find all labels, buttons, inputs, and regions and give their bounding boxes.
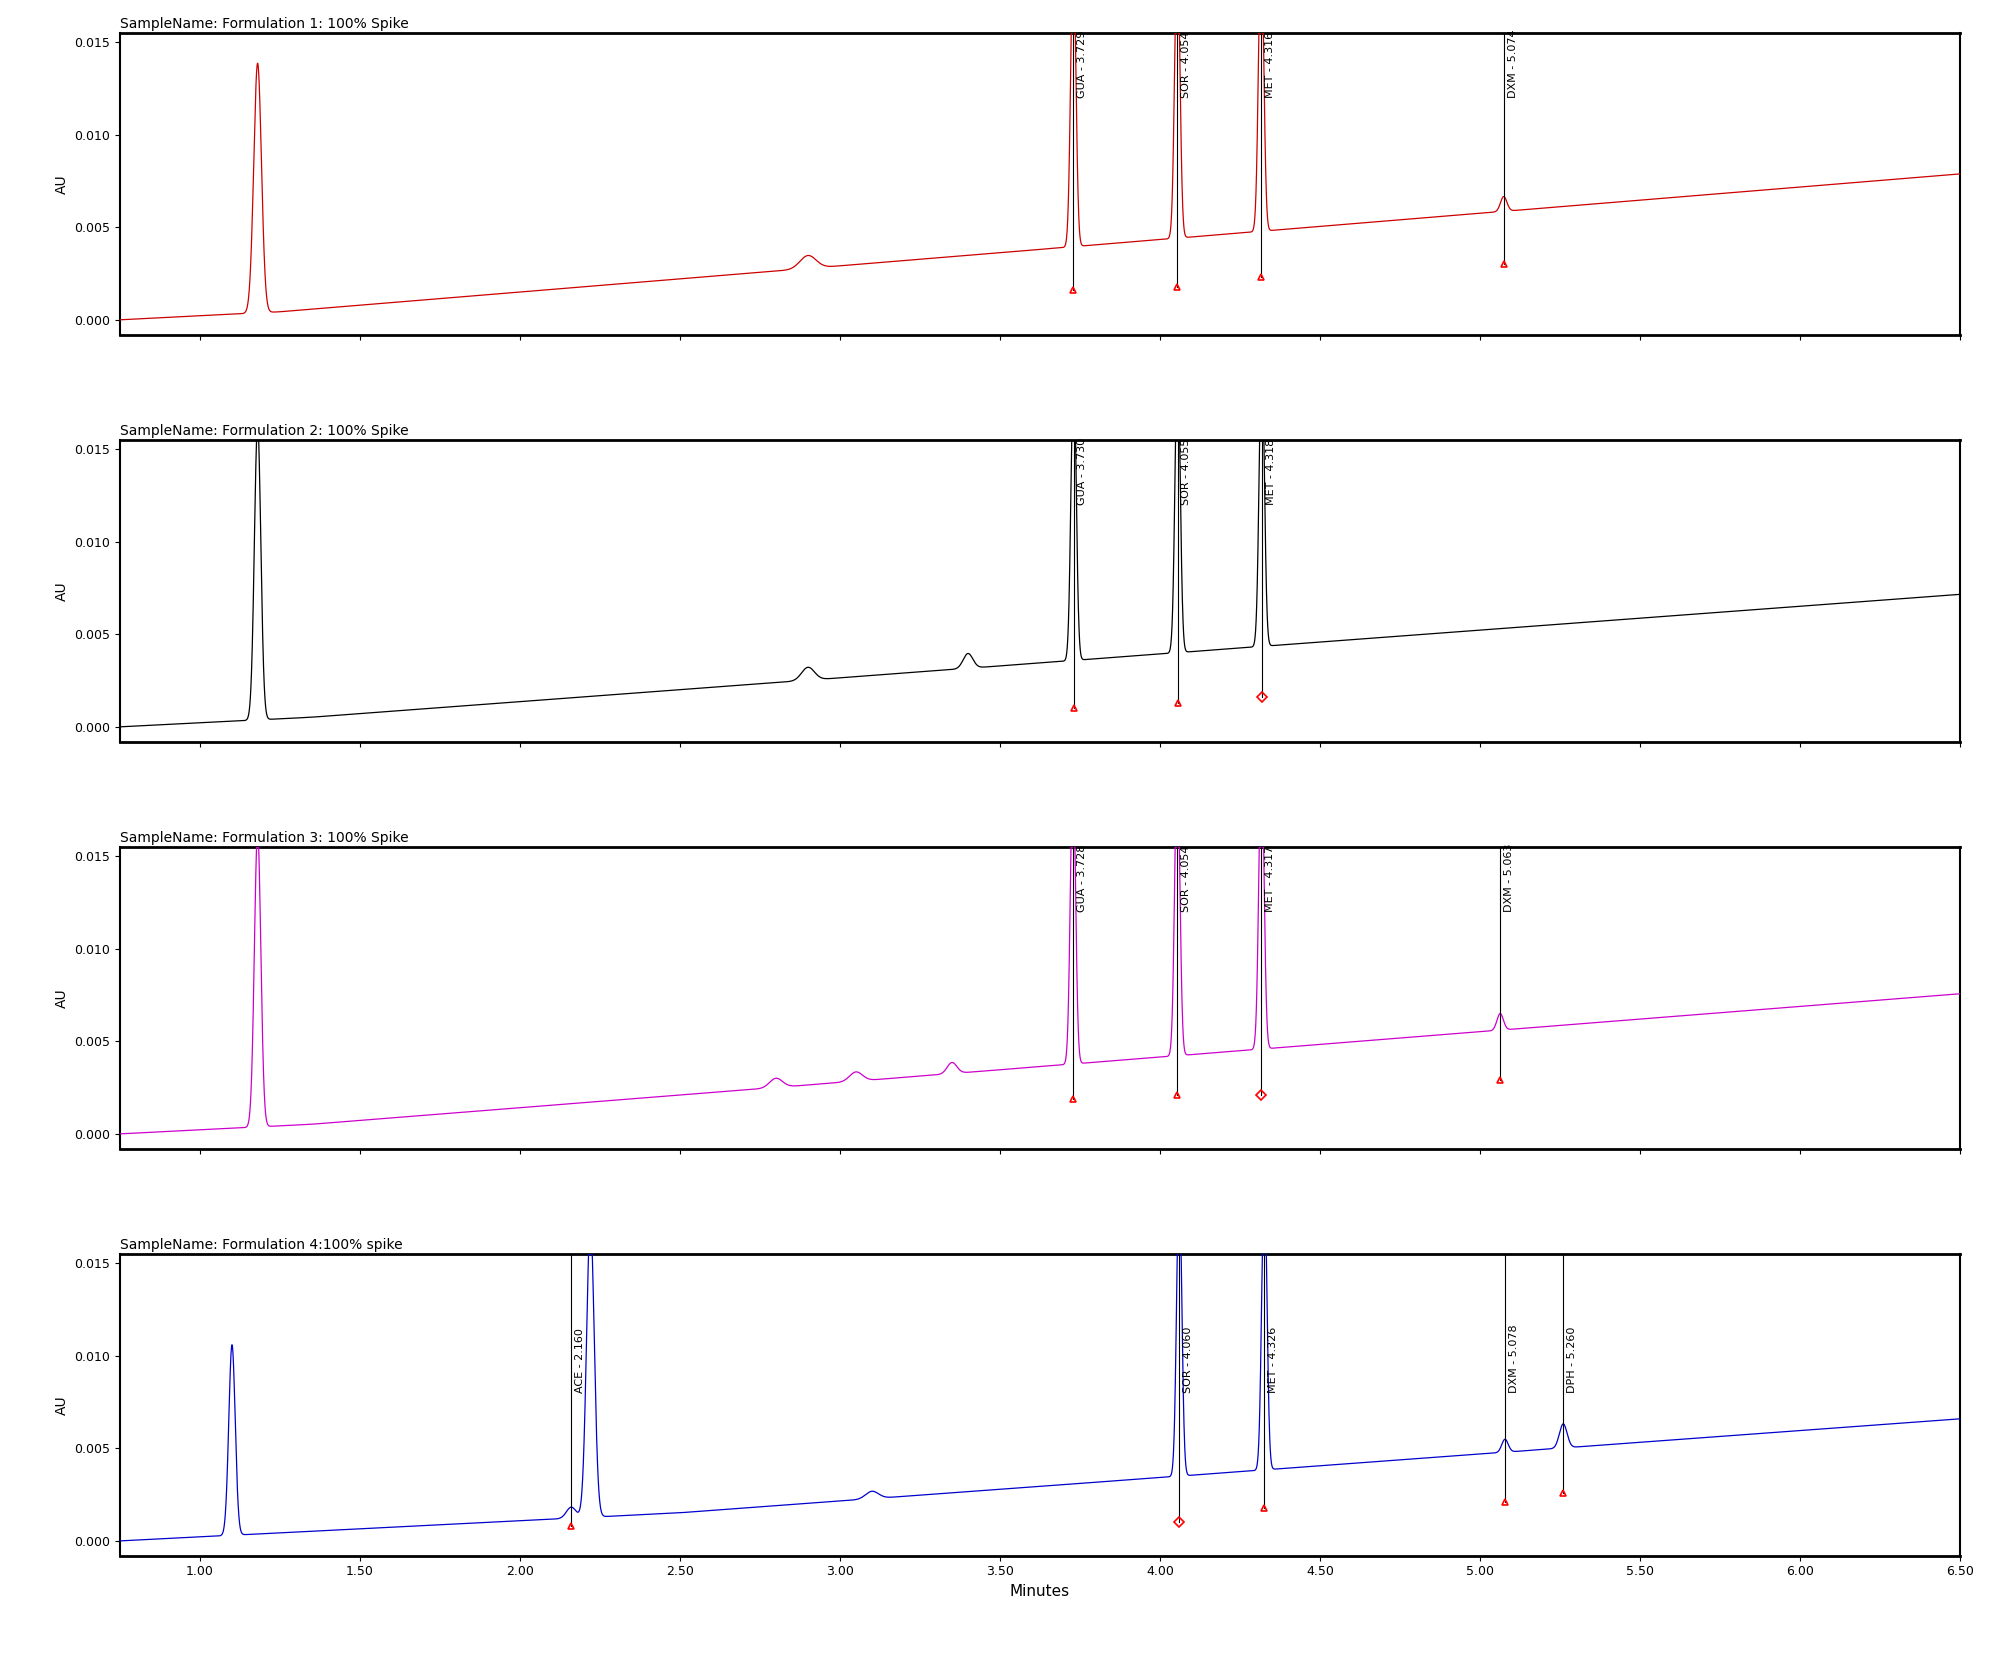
Y-axis label: AU: AU	[54, 174, 68, 194]
Text: SOR - 4.054: SOR - 4.054	[1182, 846, 1192, 912]
Text: DXM - 5.078: DXM - 5.078	[1508, 1324, 1518, 1394]
Text: MET - 4.326: MET - 4.326	[1268, 1327, 1278, 1394]
Y-axis label: AU: AU	[54, 1395, 68, 1415]
Text: SOR - 4.054: SOR - 4.054	[1182, 31, 1192, 98]
Y-axis label: AU: AU	[54, 988, 68, 1008]
Text: GUA - 3.730: GUA - 3.730	[1078, 437, 1088, 505]
Text: SampleName: Formulation 1: 100% Spike: SampleName: Formulation 1: 100% Spike	[120, 17, 408, 30]
Text: SampleName: Formulation 2: 100% Spike: SampleName: Formulation 2: 100% Spike	[120, 424, 408, 437]
Text: DXM - 5.074: DXM - 5.074	[1508, 30, 1518, 98]
Text: GUA - 3.729: GUA - 3.729	[1078, 30, 1088, 98]
Text: ACE - 2.160: ACE - 2.160	[576, 1327, 586, 1394]
Text: MET - 4.318: MET - 4.318	[1266, 439, 1276, 505]
Text: MET - 4.317: MET - 4.317	[1266, 846, 1276, 912]
Text: SampleName: Formulation 4:100% spike: SampleName: Formulation 4:100% spike	[120, 1238, 402, 1251]
Text: SampleName: Formulation 3: 100% Spike: SampleName: Formulation 3: 100% Spike	[120, 831, 408, 844]
Text: DPH - 5.260: DPH - 5.260	[1568, 1327, 1578, 1394]
Text: MET - 4.316: MET - 4.316	[1264, 31, 1274, 98]
X-axis label: Minutes: Minutes	[1010, 1584, 1070, 1599]
Text: GUA - 3.728: GUA - 3.728	[1076, 844, 1086, 912]
Text: DXM - 5.063: DXM - 5.063	[1504, 844, 1514, 912]
Text: SOR - 4.060: SOR - 4.060	[1184, 1327, 1194, 1394]
Y-axis label: AU: AU	[54, 581, 68, 601]
Text: SOR - 4.055: SOR - 4.055	[1182, 439, 1192, 505]
